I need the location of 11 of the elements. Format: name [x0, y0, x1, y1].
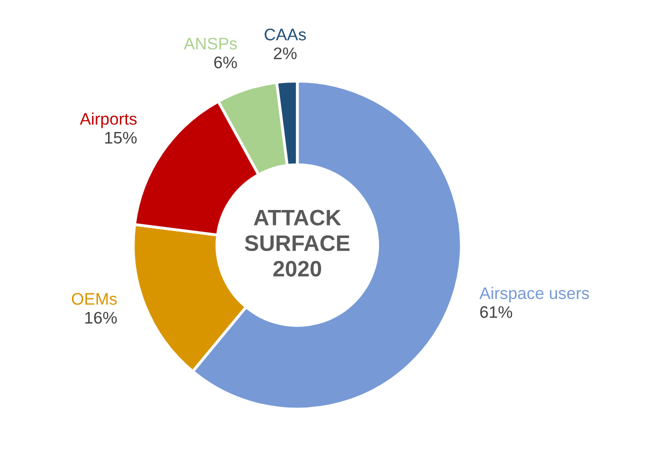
- slice-label: CAAs: [264, 28, 306, 40]
- data-label: 6%: [214, 56, 237, 68]
- data-label: 16%: [85, 312, 117, 324]
- slice-label: ANSPs: [184, 38, 237, 50]
- data-label: 15%: [105, 132, 137, 144]
- slice-label: Airspace users: [479, 286, 590, 302]
- text: ATTACK SURFACE 2020: [244, 210, 350, 277]
- data-label: 61%: [480, 306, 512, 318]
- slice-label: OEMs: [72, 293, 117, 305]
- data-label: 2%: [274, 47, 297, 60]
- slice-label: Airports: [80, 112, 137, 128]
